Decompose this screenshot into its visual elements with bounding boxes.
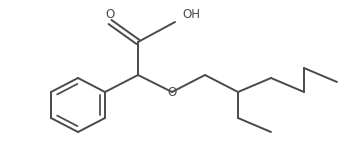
Text: O: O xyxy=(106,7,115,21)
Text: OH: OH xyxy=(182,7,200,21)
Text: O: O xyxy=(167,85,176,98)
